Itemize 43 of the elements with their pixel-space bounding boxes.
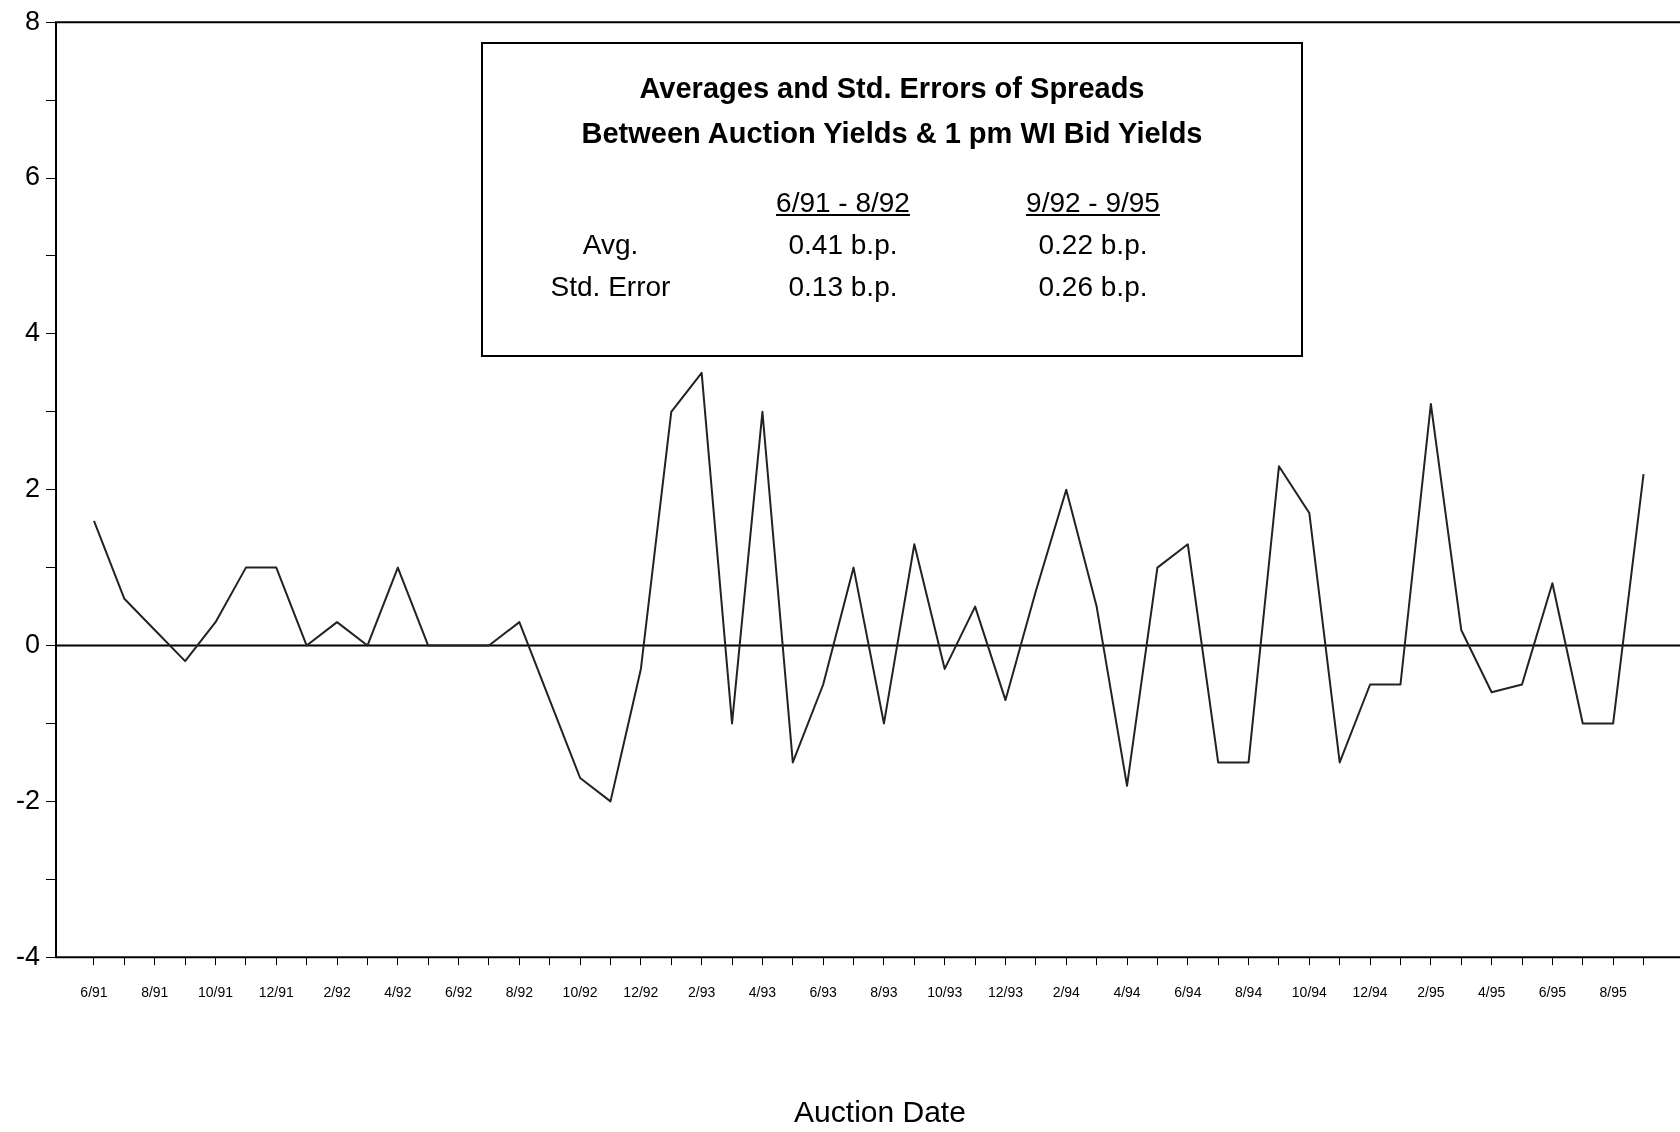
x-tick-label: 2/93 [688, 984, 716, 1001]
chart-title: Averages and Std. Errors of Spreads Between Auction Yields & 1 pm WI Bid Yields [581, 72, 1203, 149]
y-tick-label: 4 [24, 317, 41, 348]
y-tick-label: -2 [15, 784, 41, 815]
annotation: 0.26 b.p. [1037, 270, 1149, 304]
x-tick-label: 6/92 [444, 984, 473, 1001]
x-tick-label: 4/95 [1478, 984, 1506, 1001]
x-tick-label: 4/93 [748, 984, 777, 1001]
annotation: 0.22 b.p. [1037, 228, 1149, 262]
x-tick-label: 8/95 [1599, 984, 1627, 1001]
x-tick-label: 8/92 [505, 984, 534, 1001]
x-tick-label: 10/92 [562, 984, 598, 1001]
annotation: 9/92 - 9/95 [1025, 186, 1161, 220]
annotation: 0.41 b.p. [787, 228, 899, 262]
y-tick-label: -4 [15, 940, 41, 971]
annotation: Std. Error [549, 270, 672, 304]
x-tick-label: 4/92 [384, 984, 412, 1001]
annotation: 6/91 - 8/92 [775, 186, 911, 220]
x-tick-label: 2/94 [1052, 984, 1081, 1001]
x-tick-label: 6/91 [80, 984, 108, 1001]
x-tick-label: 12/93 [987, 984, 1024, 1001]
x-tick-label: 6/94 [1174, 984, 1202, 1001]
x-tick-label: 12/94 [1352, 984, 1388, 1001]
y-tick-label: 8 [24, 5, 41, 36]
x-tick-label: 2/92 [323, 984, 351, 1001]
x-tick-label: 12/92 [623, 984, 659, 1001]
x-tick-label: 10/91 [198, 984, 234, 1001]
x-tick-label: 8/93 [870, 984, 898, 1001]
x-tick-label: 8/91 [141, 984, 169, 1001]
x-tick-label: 2/95 [1417, 984, 1445, 1001]
x-tick-label: 6/95 [1538, 984, 1567, 1001]
x-axis-title: Auction Date [793, 1095, 967, 1129]
x-tick-label: 6/93 [809, 984, 838, 1001]
annotation: Avg. [581, 228, 640, 262]
x-tick-label: 10/93 [927, 984, 963, 1001]
y-tick-label: 6 [24, 161, 41, 192]
y-tick-label: 0 [24, 628, 41, 659]
annotation: 0.13 b.p. [787, 270, 899, 304]
y-tick-label: 2 [24, 473, 41, 504]
x-tick-label: 12/91 [258, 984, 295, 1001]
x-tick-label: 10/94 [1291, 984, 1328, 1001]
x-tick-label: 8/94 [1234, 984, 1263, 1001]
x-tick-label: 4/94 [1113, 984, 1141, 1001]
